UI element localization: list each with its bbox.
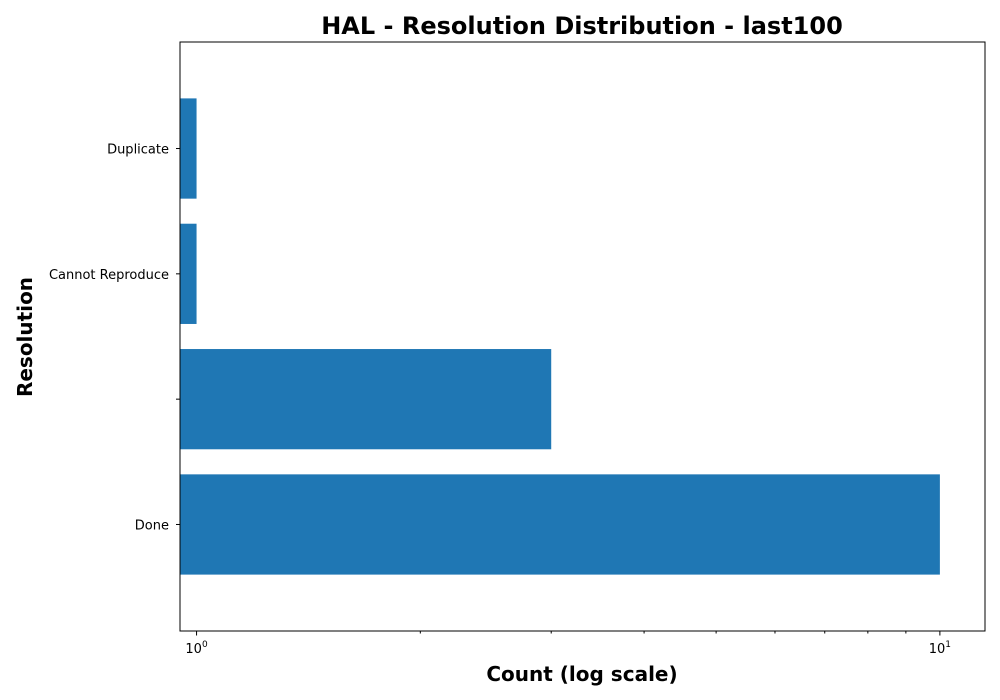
plot-frame [179, 41, 986, 632]
y-tick-label: Done [135, 518, 169, 533]
x-axis-ticks: 100 101 [185, 631, 951, 657]
chart-title: HAL - Resolution Distribution - last100 [321, 12, 843, 40]
y-axis-label: Resolution [13, 277, 37, 397]
bar-done [180, 474, 940, 575]
y-tick-label: Duplicate [107, 143, 169, 158]
y-axis-ticks: Done Cannot Reproduce Duplicate [49, 143, 180, 533]
bar-blank [180, 349, 552, 450]
x-tick-label: 101 [929, 640, 951, 657]
x-axis-label: Count (log scale) [486, 662, 677, 686]
y-tick-label: Cannot Reproduce [49, 268, 169, 283]
x-tick-label: 100 [185, 640, 208, 657]
bar-duplicate [180, 98, 197, 199]
bars-group [180, 98, 940, 575]
bar-cannot-reproduce [180, 223, 197, 324]
